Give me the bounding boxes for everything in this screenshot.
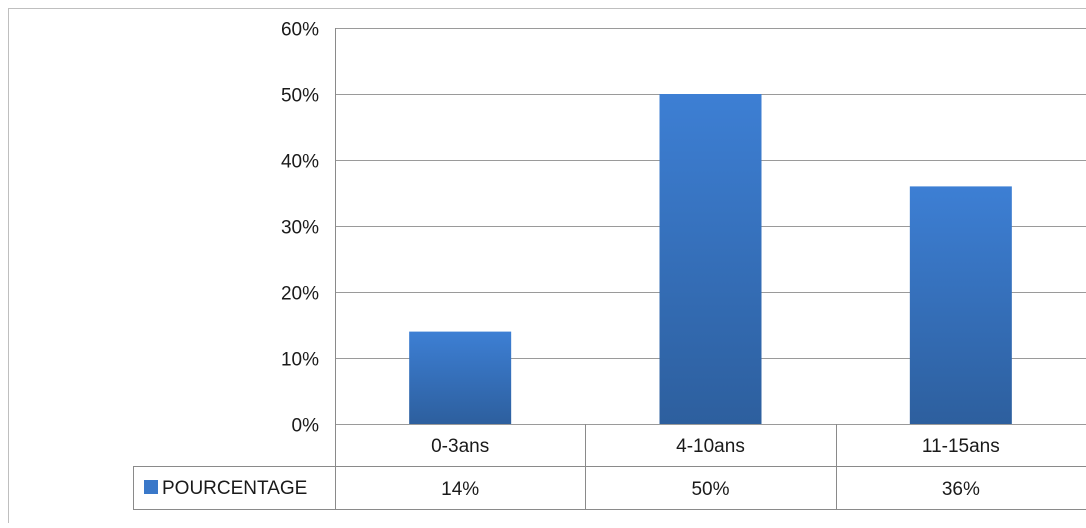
y-tick-label-3: 30% xyxy=(281,218,319,239)
category-label-1: 4-10ans xyxy=(676,436,745,457)
category-label-0: 0-3ans xyxy=(431,436,489,457)
y-tick-label-6: 60% xyxy=(281,20,319,41)
table-value-2: 36% xyxy=(942,479,980,500)
y-tick-label-2: 20% xyxy=(281,284,319,305)
y-tick-label-1: 10% xyxy=(281,350,319,371)
legend-key xyxy=(144,480,158,494)
bar-0 xyxy=(409,332,511,424)
table-value-1: 50% xyxy=(691,479,729,500)
y-tick-label-5: 50% xyxy=(281,86,319,107)
bar-2 xyxy=(910,186,1012,424)
y-tick-label-0: 0% xyxy=(292,416,320,437)
table-value-0: 14% xyxy=(441,479,479,500)
bar-1 xyxy=(660,94,762,424)
y-tick-label-4: 40% xyxy=(281,152,319,173)
category-label-2: 11-15ans xyxy=(922,436,1000,457)
legend-series-name: POURCENTAGE xyxy=(162,478,307,499)
